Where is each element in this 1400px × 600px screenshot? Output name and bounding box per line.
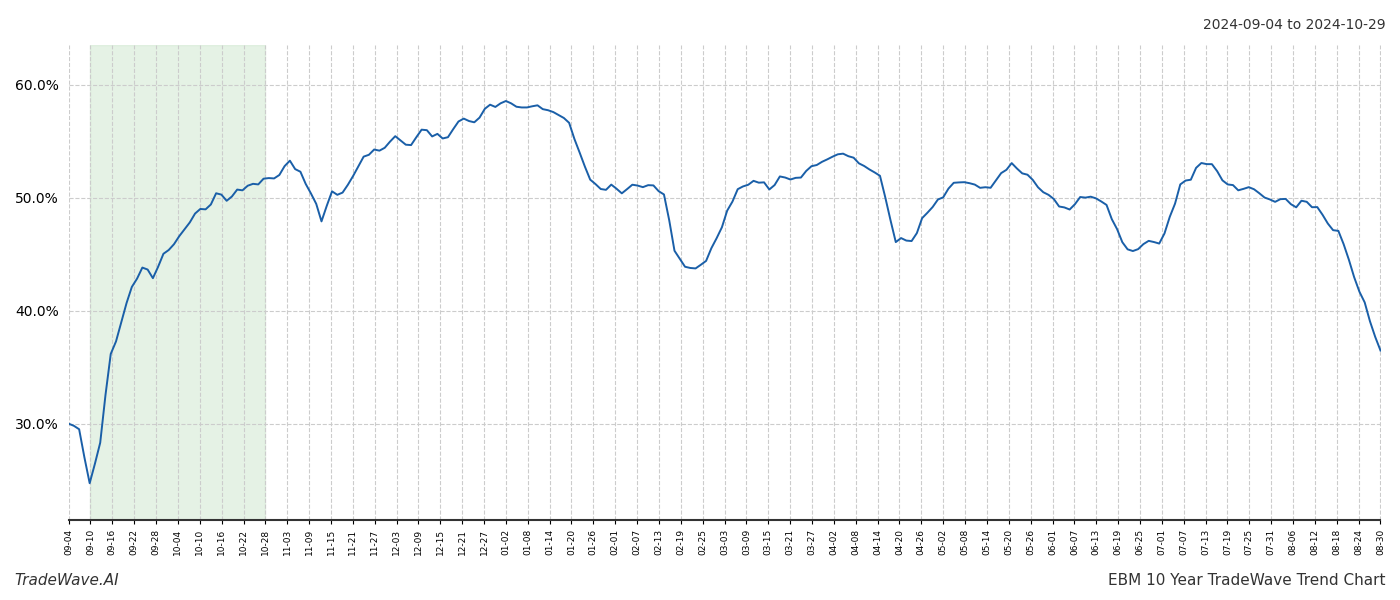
Bar — [91, 45, 266, 520]
Text: 2024-09-04 to 2024-10-29: 2024-09-04 to 2024-10-29 — [1204, 18, 1386, 32]
Text: TradeWave.AI: TradeWave.AI — [14, 573, 119, 588]
Text: EBM 10 Year TradeWave Trend Chart: EBM 10 Year TradeWave Trend Chart — [1109, 573, 1386, 588]
